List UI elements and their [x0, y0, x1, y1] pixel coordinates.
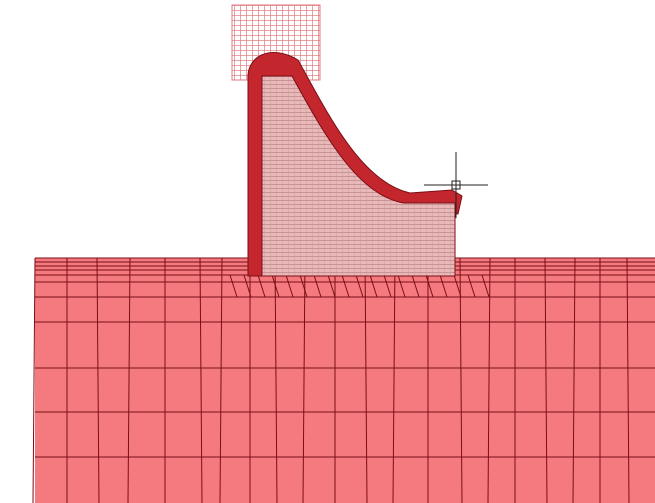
cad-viewport: [0, 0, 655, 503]
page: (() => { const g = document.getElementBy…: [0, 0, 655, 503]
